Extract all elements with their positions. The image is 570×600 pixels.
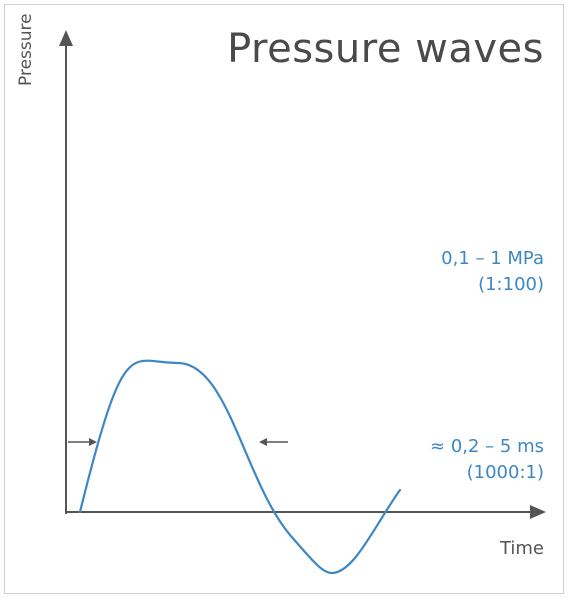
figure-frame (4, 4, 564, 594)
x-axis-arrow-icon (530, 505, 546, 519)
duration-ratio-text: (1000:1) (466, 462, 544, 483)
pressure-annotation: 0,1 – 1 MPa (1:100) (441, 246, 544, 298)
diagram-title: Pressure waves (227, 26, 544, 72)
duration-range-text: ≈ 0,2 – 5 ms (430, 436, 544, 457)
pressure-ratio-text: (1:100) (478, 274, 544, 295)
y-axis-arrow-icon (59, 30, 73, 46)
duration-right-arrow-icon (259, 438, 267, 446)
pressure-range-text: 0,1 – 1 MPa (441, 248, 544, 269)
pressure-wave-curve (78, 359, 402, 575)
x-axis-label: Time (499, 538, 544, 559)
duration-left-arrow-icon (89, 438, 97, 446)
duration-annotation: ≈ 0,2 – 5 ms (1000:1) (430, 434, 544, 486)
